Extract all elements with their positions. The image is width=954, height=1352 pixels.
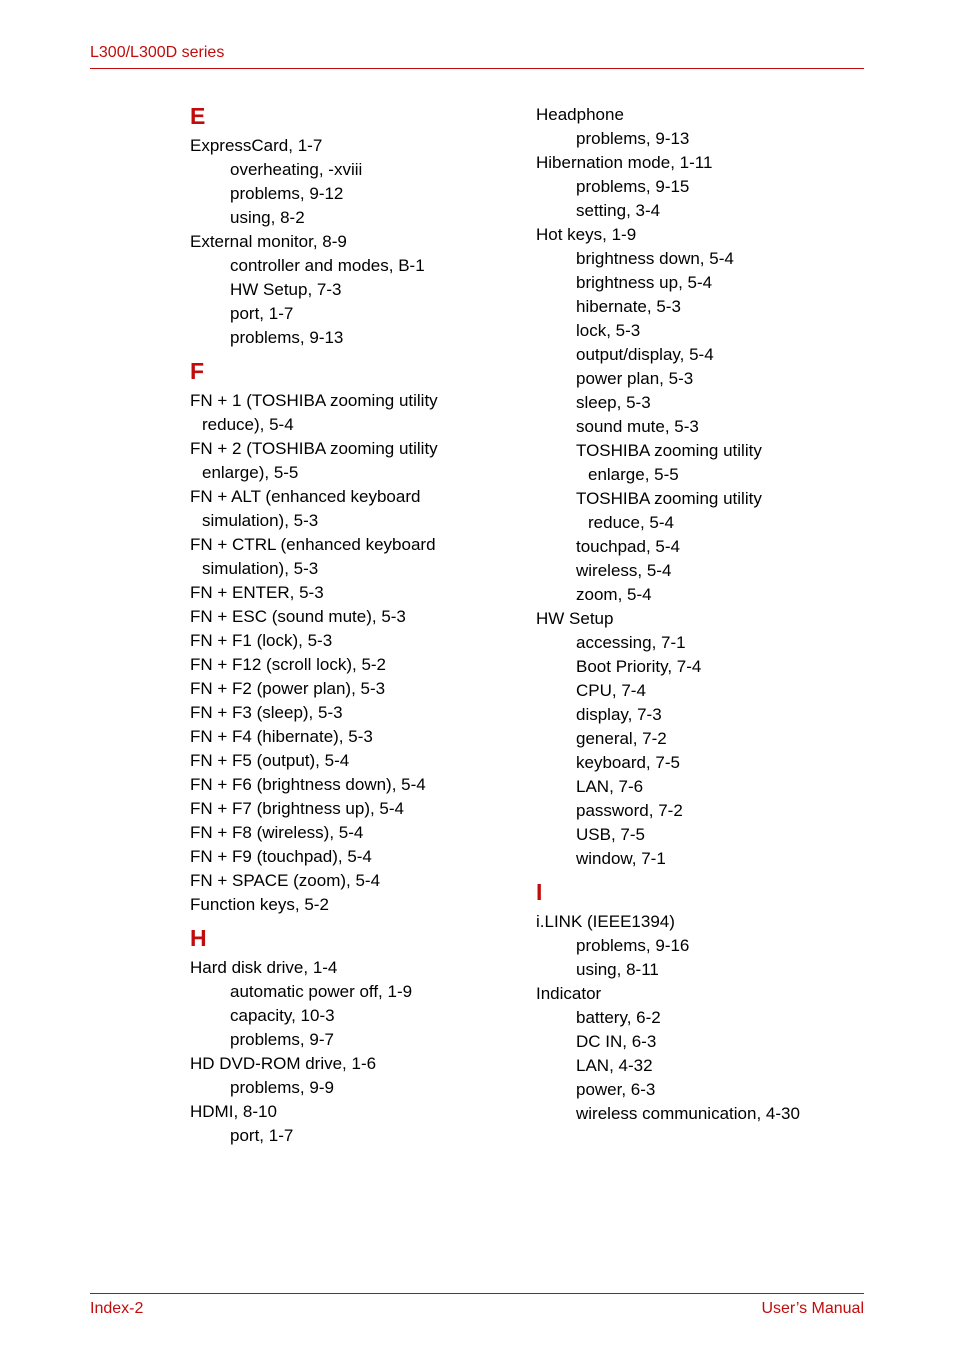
index-entry: FN + F5 (output), 5-4 [190, 749, 518, 773]
index-entry: FN + ALT (enhanced keyboard [190, 485, 518, 509]
section-f-items: FN + 1 (TOSHIBA zooming utility reduce),… [190, 389, 518, 917]
index-entry: FN + ENTER, 5-3 [190, 581, 518, 605]
index-entry: problems, 9-13 [536, 127, 864, 151]
index-entry: port, 1-7 [190, 1124, 518, 1148]
index-entry: accessing, 7-1 [536, 631, 864, 655]
index-entry: Indicator [536, 982, 864, 1006]
index-entry: using, 8-2 [190, 206, 518, 230]
index-entry: brightness down, 5-4 [536, 247, 864, 271]
index-entry: port, 1-7 [190, 302, 518, 326]
index-entry: FN + ESC (sound mute), 5-3 [190, 605, 518, 629]
index-entry: sleep, 5-3 [536, 391, 864, 415]
index-entry: Headphone [536, 103, 864, 127]
index-entry: general, 7-2 [536, 727, 864, 751]
index-entry: using, 8-11 [536, 958, 864, 982]
index-entry: FN + F7 (brightness up), 5-4 [190, 797, 518, 821]
index-entry: touchpad, 5-4 [536, 535, 864, 559]
index-entry: problems, 9-12 [190, 182, 518, 206]
section-letter-h: H [190, 925, 518, 952]
index-columns: E ExpressCard, 1-7overheating, -xviiipro… [190, 95, 864, 1148]
index-entry: Hard disk drive, 1-4 [190, 956, 518, 980]
index-entry: reduce, 5-4 [536, 511, 864, 535]
index-entry: HW Setup, 7-3 [190, 278, 518, 302]
index-entry: LAN, 7-6 [536, 775, 864, 799]
index-entry: HW Setup [536, 607, 864, 631]
index-entry: Hibernation mode, 1-11 [536, 151, 864, 175]
index-entry: i.LINK (IEEE1394) [536, 910, 864, 934]
index-entry: CPU, 7-4 [536, 679, 864, 703]
index-entry: wireless communication, 4-30 [536, 1102, 864, 1126]
index-entry: TOSHIBA zooming utility [536, 439, 864, 463]
section-i-items: i.LINK (IEEE1394)problems, 9-16using, 8-… [536, 910, 864, 1126]
index-entry: FN + 2 (TOSHIBA zooming utility [190, 437, 518, 461]
index-entry: zoom, 5-4 [536, 583, 864, 607]
index-entry: enlarge, 5-5 [536, 463, 864, 487]
index-entry: hibernate, 5-3 [536, 295, 864, 319]
index-entry: problems, 9-13 [190, 326, 518, 350]
index-entry: problems, 9-9 [190, 1076, 518, 1100]
index-entry: password, 7-2 [536, 799, 864, 823]
index-entry: FN + 1 (TOSHIBA zooming utility [190, 389, 518, 413]
index-entry: FN + F12 (scroll lock), 5-2 [190, 653, 518, 677]
index-entry: automatic power off, 1-9 [190, 980, 518, 1004]
index-entry: problems, 9-16 [536, 934, 864, 958]
index-entry: FN + F8 (wireless), 5-4 [190, 821, 518, 845]
index-entry: output/display, 5-4 [536, 343, 864, 367]
section-letter-i: I [536, 879, 864, 906]
left-column: E ExpressCard, 1-7overheating, -xviiipro… [190, 95, 518, 1148]
index-entry: Hot keys, 1-9 [536, 223, 864, 247]
index-entry: window, 7-1 [536, 847, 864, 871]
index-entry: overheating, -xviii [190, 158, 518, 182]
section-letter-e: E [190, 103, 518, 130]
index-entry: FN + F3 (sleep), 5-3 [190, 701, 518, 725]
header-divider [90, 68, 864, 69]
index-entry: USB, 7-5 [536, 823, 864, 847]
index-entry: FN + F6 (brightness down), 5-4 [190, 773, 518, 797]
index-entry: wireless, 5-4 [536, 559, 864, 583]
index-entry: External monitor, 8-9 [190, 230, 518, 254]
index-entry: display, 7-3 [536, 703, 864, 727]
index-entry: controller and modes, B-1 [190, 254, 518, 278]
page-footer: Index-2 User’s Manual [90, 1293, 864, 1318]
index-entry: Boot Priority, 7-4 [536, 655, 864, 679]
index-entry: HDMI, 8-10 [190, 1100, 518, 1124]
index-entry: FN + F9 (touchpad), 5-4 [190, 845, 518, 869]
index-entry: brightness up, 5-4 [536, 271, 864, 295]
page-header: L300/L300D series [90, 44, 864, 62]
index-entry: FN + F2 (power plan), 5-3 [190, 677, 518, 701]
section-h-items: Hard disk drive, 1-4automatic power off,… [190, 956, 518, 1148]
right-column: Headphoneproblems, 9-13Hibernation mode,… [536, 95, 864, 1148]
section-letter-f: F [190, 358, 518, 385]
section-e-items: ExpressCard, 1-7overheating, -xviiiprobl… [190, 134, 518, 350]
index-entry: lock, 5-3 [536, 319, 864, 343]
index-entry: DC IN, 6-3 [536, 1030, 864, 1054]
index-entry: LAN, 4-32 [536, 1054, 864, 1078]
index-entry: Function keys, 5-2 [190, 893, 518, 917]
index-entry: power, 6-3 [536, 1078, 864, 1102]
index-entry: setting, 3-4 [536, 199, 864, 223]
footer-page-number: Index-2 [90, 1300, 143, 1318]
index-entry: enlarge), 5-5 [190, 461, 518, 485]
index-entry: sound mute, 5-3 [536, 415, 864, 439]
index-entry: power plan, 5-3 [536, 367, 864, 391]
section-h-cont-items: Headphoneproblems, 9-13Hibernation mode,… [536, 103, 864, 871]
index-entry: ExpressCard, 1-7 [190, 134, 518, 158]
index-entry: capacity, 10-3 [190, 1004, 518, 1028]
index-entry: problems, 9-7 [190, 1028, 518, 1052]
index-entry: FN + F1 (lock), 5-3 [190, 629, 518, 653]
index-entry: HD DVD-ROM drive, 1-6 [190, 1052, 518, 1076]
footer-manual-label: User’s Manual [761, 1300, 864, 1318]
index-entry: battery, 6-2 [536, 1006, 864, 1030]
index-entry: FN + SPACE (zoom), 5-4 [190, 869, 518, 893]
index-entry: FN + F4 (hibernate), 5-3 [190, 725, 518, 749]
index-entry: FN + CTRL (enhanced keyboard [190, 533, 518, 557]
index-entry: reduce), 5-4 [190, 413, 518, 437]
index-entry: problems, 9-15 [536, 175, 864, 199]
footer-divider [90, 1293, 864, 1294]
index-entry: simulation), 5-3 [190, 509, 518, 533]
index-entry: TOSHIBA zooming utility [536, 487, 864, 511]
index-entry: keyboard, 7-5 [536, 751, 864, 775]
index-entry: simulation), 5-3 [190, 557, 518, 581]
